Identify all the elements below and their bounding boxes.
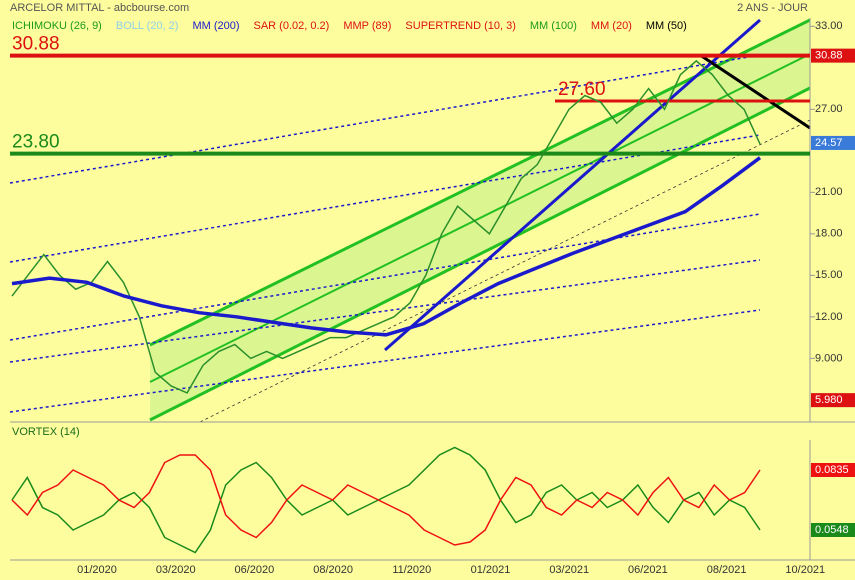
legend-entry: BOLL (20, 2) [116,20,179,32]
price-tag-label: 24.57 [815,137,843,149]
y-tick-label: 9.000 [815,352,843,364]
chart-title: ARCELOR MITTAL - abcbourse.com [10,2,189,14]
x-tick-label: 08/2021 [707,564,747,576]
legend-entry: MM (50) [646,20,687,32]
legend-entry: ICHIMOKU (26, 9) [12,20,102,32]
legend-entry: MM (200) [192,20,239,32]
x-tick-label: 01/2020 [77,564,117,576]
series-line [11,156,762,337]
legend-entry: MMP (89) [343,20,391,32]
chart-subtitle: 2 ANS - JOUR [737,2,808,14]
series-line [11,446,761,554]
x-tick-label: 01/2021 [471,564,511,576]
x-tick-label: 03/2021 [549,564,589,576]
x-tick-label: 06/2020 [235,564,275,576]
y-tick-label: 27.00 [815,103,843,115]
x-tick-label: 10/2021 [785,564,825,576]
y-tick-label: 12.00 [815,311,843,323]
legend-entry: SUPERTREND (10, 3) [405,20,515,32]
panel-title: VORTEX (14) [12,426,80,438]
channels [9,18,811,423]
x-tick-label: 08/2020 [313,564,353,576]
legend-entry: MM (100) [530,20,577,32]
price-line [11,59,761,394]
value-tag [811,523,855,537]
price-tag [811,393,855,408]
x-tick-label: 11/2020 [392,564,431,576]
x-tick-label: 03/2020 [156,564,196,576]
value-tag [811,463,855,477]
x-tick-label: 06/2021 [628,564,668,576]
value-tag-label: 0.0835 [815,464,849,476]
y-tick-label: 15.00 [815,269,843,281]
price-tag-label: 30.88 [815,50,843,62]
legend-entry: SAR (0.02, 0.2) [254,20,330,32]
legend-entry: MM (20) [591,20,632,32]
level-label: 23.80 [12,132,60,153]
level-label: 27.60 [558,79,606,100]
series-line [11,454,761,546]
level-label: 30.88 [12,34,60,55]
y-tick-label: 21.00 [815,186,843,198]
value-tag-label: 0.0548 [815,524,849,536]
price-tag [811,135,855,150]
y-tick-label: 33.00 [815,20,843,32]
price-tag [811,48,855,63]
y-tick-label: 18.00 [815,228,843,240]
price-tag-label: 5.980 [815,394,843,406]
